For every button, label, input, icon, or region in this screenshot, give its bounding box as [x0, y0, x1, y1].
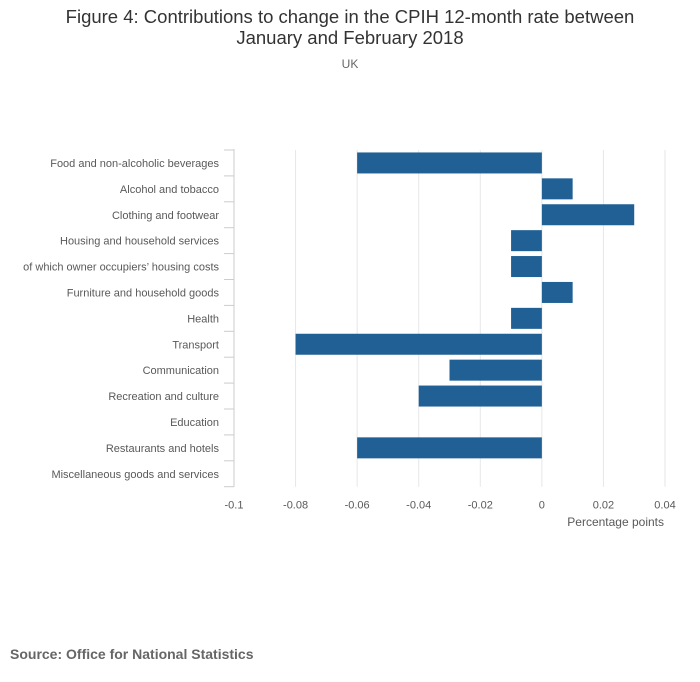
bar[interactable]: [541, 178, 573, 200]
category-label: Restaurants and hotels: [106, 443, 220, 455]
bar[interactable]: [511, 307, 542, 329]
chart-title-line-1: Figure 4: Contributions to change in the…: [65, 6, 635, 27]
category-label: Housing and household services: [60, 236, 219, 248]
x-tick-label: -0.04: [406, 500, 431, 512]
bar[interactable]: [541, 204, 635, 226]
category-label: Furniture and household goods: [67, 287, 220, 299]
category-label: Clothing and footwear: [112, 210, 219, 222]
chart-title-line-2: January and February 2018: [236, 27, 464, 48]
source-note: Source: Office for National Statistics: [10, 646, 254, 662]
category-label: Recreation and culture: [108, 391, 219, 403]
bar[interactable]: [449, 359, 542, 381]
category-label: Alcohol and tobacco: [120, 184, 219, 196]
bar[interactable]: [541, 281, 573, 303]
category-label: Miscellaneous goods and services: [51, 469, 219, 481]
value-tick-labels: -0.1 -0.08 -0.06 -0.04 -0.02 0 0.02 0.04: [225, 500, 676, 512]
category-label: of which owner occupiers’ housing costs: [23, 262, 219, 274]
chart-title: Figure 4: Contributions to change in the…: [0, 6, 700, 48]
category-label: Communication: [143, 365, 219, 377]
category-labels: Food and non-alcoholic beverages Alcohol …: [23, 158, 219, 481]
bar[interactable]: [357, 437, 542, 459]
category-label: Transport: [172, 339, 219, 351]
x-tick-label: 0: [539, 500, 545, 512]
bar[interactable]: [511, 256, 542, 278]
bar-chart: Food and non-alcoholic beverages Alcohol …: [23, 149, 676, 529]
x-tick-label: -0.06: [345, 500, 370, 512]
bar[interactable]: [511, 230, 542, 252]
chart-subtitle: UK: [341, 57, 359, 71]
category-axis: [224, 149, 235, 488]
grid-lines: [295, 150, 666, 487]
x-tick-label: 0.04: [654, 500, 675, 512]
x-tick-label: -0.08: [283, 500, 308, 512]
category-label: Health: [187, 313, 219, 325]
x-tick-label: -0.02: [468, 500, 493, 512]
category-label: Education: [170, 417, 219, 429]
x-axis-title: Percentage points: [567, 515, 664, 529]
x-tick-label: -0.1: [225, 500, 244, 512]
category-label: Food and non-alcoholic beverages: [50, 158, 219, 170]
x-tick-label: 0.02: [593, 500, 614, 512]
bar[interactable]: [295, 333, 542, 355]
bar[interactable]: [357, 152, 542, 174]
bars: [295, 152, 635, 459]
bar[interactable]: [418, 385, 542, 407]
